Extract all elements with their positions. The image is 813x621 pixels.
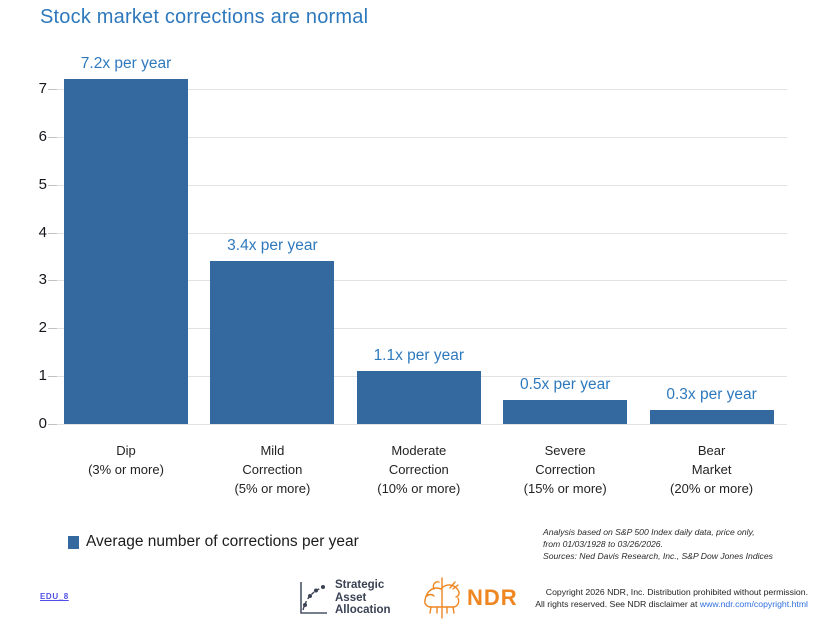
y-axis-tick: [48, 232, 57, 234]
category-label: Moderate Correction (10% or more): [339, 441, 499, 498]
y-tick-label: 1: [38, 367, 47, 385]
gridline: [57, 328, 787, 330]
bull-bear-icon: [424, 577, 460, 619]
y-tick-label: 7: [38, 80, 47, 98]
category-label-line: (5% or more): [234, 481, 311, 496]
copyright-line2: All rights reserved. See NDR disclaimer …: [528, 599, 808, 611]
legend-swatch-icon: [68, 535, 79, 549]
category-label-line: (15% or more): [523, 481, 607, 496]
ndr-copyright-link[interactable]: www.ndr.com/copyright.html: [699, 598, 808, 609]
note-line: Sources: Ned Davis Research, Inc., S&P D…: [543, 551, 773, 561]
copyright-notice: Copyright 2026 NDR, Inc. Distribution pr…: [528, 587, 808, 610]
y-axis-tick: [48, 184, 57, 186]
chart-title: Stock market corrections are normal: [40, 6, 369, 28]
legend-label: Average number of corrections per year: [86, 533, 359, 550]
copyright-line2-text: All rights reserved. See NDR disclaimer …: [535, 598, 700, 609]
category-label-line: (20% or more): [670, 481, 754, 496]
y-axis-tick: [48, 136, 57, 138]
bar-value-label: 7.2x per year: [80, 55, 172, 73]
y-tick-label: 4: [38, 223, 47, 241]
gridline: [57, 424, 787, 425]
category-label-line: Moderate: [391, 443, 447, 458]
gridline: [57, 184, 787, 186]
category-label: Mild Correction (5% or more): [192, 441, 352, 498]
bar-value-label: 1.1x per year: [373, 347, 465, 365]
gridline: [57, 232, 787, 234]
saa-logo-text: Strategic Asset Allocation: [335, 579, 391, 617]
category-label-line: Market: [691, 462, 732, 477]
category-label-line: Mild: [260, 443, 285, 458]
chart-curve-icon: [300, 582, 327, 614]
saa-logo-line: Strategic: [335, 579, 385, 592]
y-axis-tick: [48, 424, 57, 425]
saa-logo-line: Asset: [335, 591, 367, 604]
bar: [503, 400, 628, 424]
note-line: from 01/03/1928 to 03/26/2026.: [543, 539, 663, 549]
y-axis-tick: [48, 376, 57, 378]
analysis-source-notes: Analysis based on S&P 500 Index daily da…: [543, 526, 773, 562]
ndr-logo-text: NDR: [467, 585, 518, 610]
bar-value-label: 0.5x per year: [519, 376, 611, 394]
edu-document-link[interactable]: EDU_8: [40, 592, 69, 601]
category-label-line: Correction: [535, 462, 596, 477]
category-label-line: Correction: [242, 462, 303, 477]
y-axis-tick: [48, 280, 57, 282]
category-label-line: (3% or more): [88, 462, 164, 477]
bar-value-label: 3.4x per year: [227, 237, 318, 255]
strategic-asset-allocation-logo: Strategic Asset Allocation: [297, 579, 391, 617]
category-label-line: Bear: [697, 443, 726, 458]
category-label-line: Severe: [544, 443, 586, 458]
saa-logo-line: Allocation: [335, 604, 391, 617]
category-label-line: (10% or more): [377, 481, 461, 496]
y-tick-label: 0: [38, 415, 47, 432]
bar: [210, 261, 335, 424]
chart-legend: Average number of corrections per year: [68, 533, 359, 551]
y-tick-label: 2: [38, 319, 47, 337]
y-tick-label: 3: [38, 271, 47, 289]
bar: [356, 371, 481, 424]
y-axis-tick: [48, 89, 57, 91]
category-label-line: Correction: [388, 462, 449, 477]
category-label: Bear Market (20% or more): [632, 441, 792, 498]
category-label-line: Dip: [116, 443, 136, 458]
category-label: Dip (3% or more): [46, 441, 206, 479]
bar: [64, 79, 188, 424]
gridline: [57, 280, 787, 282]
gridline: [57, 89, 787, 91]
y-tick-label: 6: [38, 127, 47, 145]
note-line: Analysis based on S&P 500 Index daily da…: [543, 527, 755, 537]
y-axis-tick: [48, 328, 57, 330]
copyright-line1: Copyright 2026 NDR, Inc. Distribution pr…: [545, 587, 808, 597]
bar: [649, 409, 774, 424]
ndr-logo: NDR: [422, 576, 518, 620]
category-label: Severe Correction (15% or more): [485, 441, 645, 498]
y-tick-label: 5: [38, 175, 47, 193]
bar-value-label: 0.3x per year: [666, 385, 757, 403]
gridline: [57, 136, 787, 138]
